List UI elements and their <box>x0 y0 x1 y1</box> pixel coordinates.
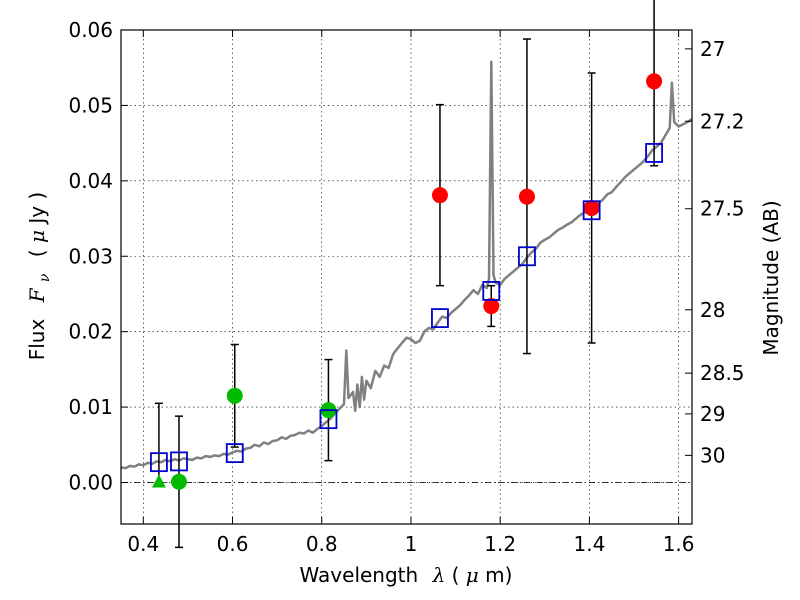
data-point <box>226 387 243 404</box>
model-photometry-point <box>582 200 601 221</box>
x-axis-label-symbol: λ <box>432 563 446 587</box>
grid <box>121 29 692 524</box>
y-tick-label: 0.04 <box>68 169 113 193</box>
y-axis-label-units-close: Jy ) <box>25 192 49 226</box>
x-axis-label: Wavelength λ ( μ m) <box>300 563 513 587</box>
data-point <box>483 298 500 315</box>
magnitude-tick-label: 30 <box>700 443 725 467</box>
y-tick-label: 0.03 <box>68 244 113 268</box>
y-axis-label: Flux F ν ( μ Jy ) <box>25 192 54 361</box>
y-axis-label-symbol: F <box>25 287 49 303</box>
x-axis-label-prefix: Wavelength <box>300 563 419 587</box>
model-photometry-point <box>150 452 168 473</box>
x-tick-label: 1 <box>405 532 418 556</box>
data-markers <box>150 73 663 490</box>
y-tick-label: 0.06 <box>68 18 113 42</box>
y-tick-label: 0.02 <box>68 320 113 344</box>
magnitude-tick-label: 27.5 <box>700 197 745 221</box>
x-tick-label: 0.8 <box>306 532 338 556</box>
data-point <box>646 73 663 90</box>
data-point <box>518 188 535 205</box>
y-tick-label: 0.00 <box>68 471 113 495</box>
data-point <box>583 199 600 216</box>
x-axis-label-units-mu: μ <box>466 563 479 587</box>
x-tick-label: 0.6 <box>217 532 249 556</box>
model-photometry-point <box>518 246 536 267</box>
y-tick-label: 0.05 <box>68 93 113 117</box>
y-tick-label: 0.01 <box>68 395 113 419</box>
x-tick-label: 0.4 <box>127 532 159 556</box>
magnitude-tick-label: 28.5 <box>700 361 745 385</box>
x-tick-label: 1.6 <box>663 532 695 556</box>
error-bars <box>154 0 659 549</box>
data-point <box>170 473 187 490</box>
magnitude-tick-label: 28 <box>700 298 725 322</box>
model-photometry-point <box>170 451 188 472</box>
y-axis-label-units-open: ( <box>25 243 49 257</box>
model-photometry-point <box>645 143 663 163</box>
model-photometry-point <box>431 308 449 329</box>
x-tick-label: 1.2 <box>484 532 516 556</box>
y2-axis-label: Magnitude (AB) <box>759 200 783 355</box>
y-axis-label-prefix: Flux <box>25 319 49 361</box>
model-photometry-point <box>319 409 338 430</box>
magnitude-tick-label: 29 <box>700 402 725 426</box>
upper-limit-point <box>151 474 166 488</box>
model-photometry-point <box>225 443 244 464</box>
axis-ticks: 0.4 0.6 0.8 1 1.2 1.4 1.6 0.00 0.01 0.02 0.03 0.04 0… <box>68 18 744 556</box>
model-photometry-point <box>482 281 501 301</box>
plot-frame <box>120 29 693 525</box>
data-point <box>431 187 448 204</box>
y-axis-label-sub: ν <box>37 273 53 282</box>
x-tick-label: 1.4 <box>573 532 605 556</box>
magnitude-tick-label: 27 <box>700 37 725 61</box>
magnitude-tick-label: 27.2 <box>700 109 745 133</box>
x-axis-label-units-close: m) <box>485 563 512 587</box>
x-axis-label-units-open: ( <box>452 563 460 587</box>
y-axis-label-units-mu: μ <box>25 230 49 243</box>
